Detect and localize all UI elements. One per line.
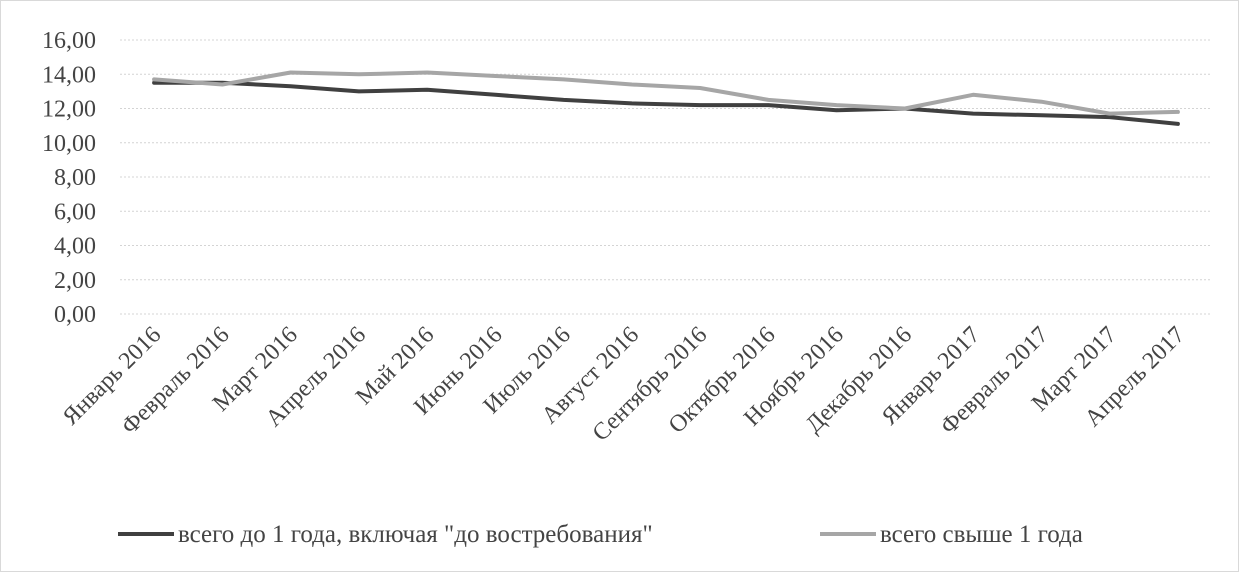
legend: всего до 1 года, включая "до востребован… xyxy=(118,521,1083,548)
series-1-point xyxy=(1039,113,1043,117)
y-tick-label: 4,00 xyxy=(54,234,96,260)
series-2-point xyxy=(152,77,156,81)
series-2-point xyxy=(971,93,975,97)
y-tick-label: 8,00 xyxy=(54,165,96,191)
series-1-point xyxy=(1108,115,1112,119)
series-2-point xyxy=(698,86,702,90)
series-2-point xyxy=(1176,110,1180,114)
y-tick-label: 2,00 xyxy=(54,268,96,294)
series-2-point xyxy=(357,72,361,76)
series-2-point xyxy=(220,83,224,86)
series-1-point xyxy=(562,98,566,102)
y-tick-label: 6,00 xyxy=(54,199,96,225)
series-lines xyxy=(152,70,1180,126)
y-tick-label: 10,00 xyxy=(42,131,96,157)
series-1-point xyxy=(971,112,975,116)
y-tick-label: 16,00 xyxy=(42,28,96,54)
series-1-point xyxy=(630,101,634,105)
series-1-point xyxy=(493,93,497,97)
series-1-point xyxy=(835,108,839,112)
y-axis-tick-labels: 0,00 2,00 4,00 6,00 8,00 10,00 12,00 14,00 16,00 xyxy=(42,28,96,328)
series-2-point xyxy=(493,74,497,78)
series-1-point xyxy=(357,89,361,93)
legend-label-1: всего до 1 года, включая "до востребован… xyxy=(178,521,653,548)
series-1-point xyxy=(152,81,156,85)
series-1-point xyxy=(289,84,293,88)
y-tick-label: 0,00 xyxy=(54,302,96,328)
series-1-point xyxy=(1176,122,1180,126)
series-1-point xyxy=(425,88,429,92)
y-tick-label: 12,00 xyxy=(42,97,96,123)
series-2-point xyxy=(562,77,566,81)
gridlines xyxy=(120,39,1212,315)
series-2-point xyxy=(1039,100,1043,104)
series-line-2 xyxy=(152,70,1180,116)
series-line-1 xyxy=(152,80,1180,126)
series-2-point xyxy=(766,98,770,102)
series-1-point xyxy=(698,103,702,107)
y-tick-label: 14,00 xyxy=(42,62,96,88)
series-2-point xyxy=(425,71,429,74)
series-1-point xyxy=(766,103,770,107)
series-2-point xyxy=(835,103,839,107)
series-2-point xyxy=(1108,112,1112,116)
series-2-point xyxy=(630,83,634,86)
series-2-point xyxy=(903,107,907,110)
legend-label-2: всего свыше 1 года xyxy=(880,521,1083,548)
series-2-point xyxy=(289,71,293,74)
